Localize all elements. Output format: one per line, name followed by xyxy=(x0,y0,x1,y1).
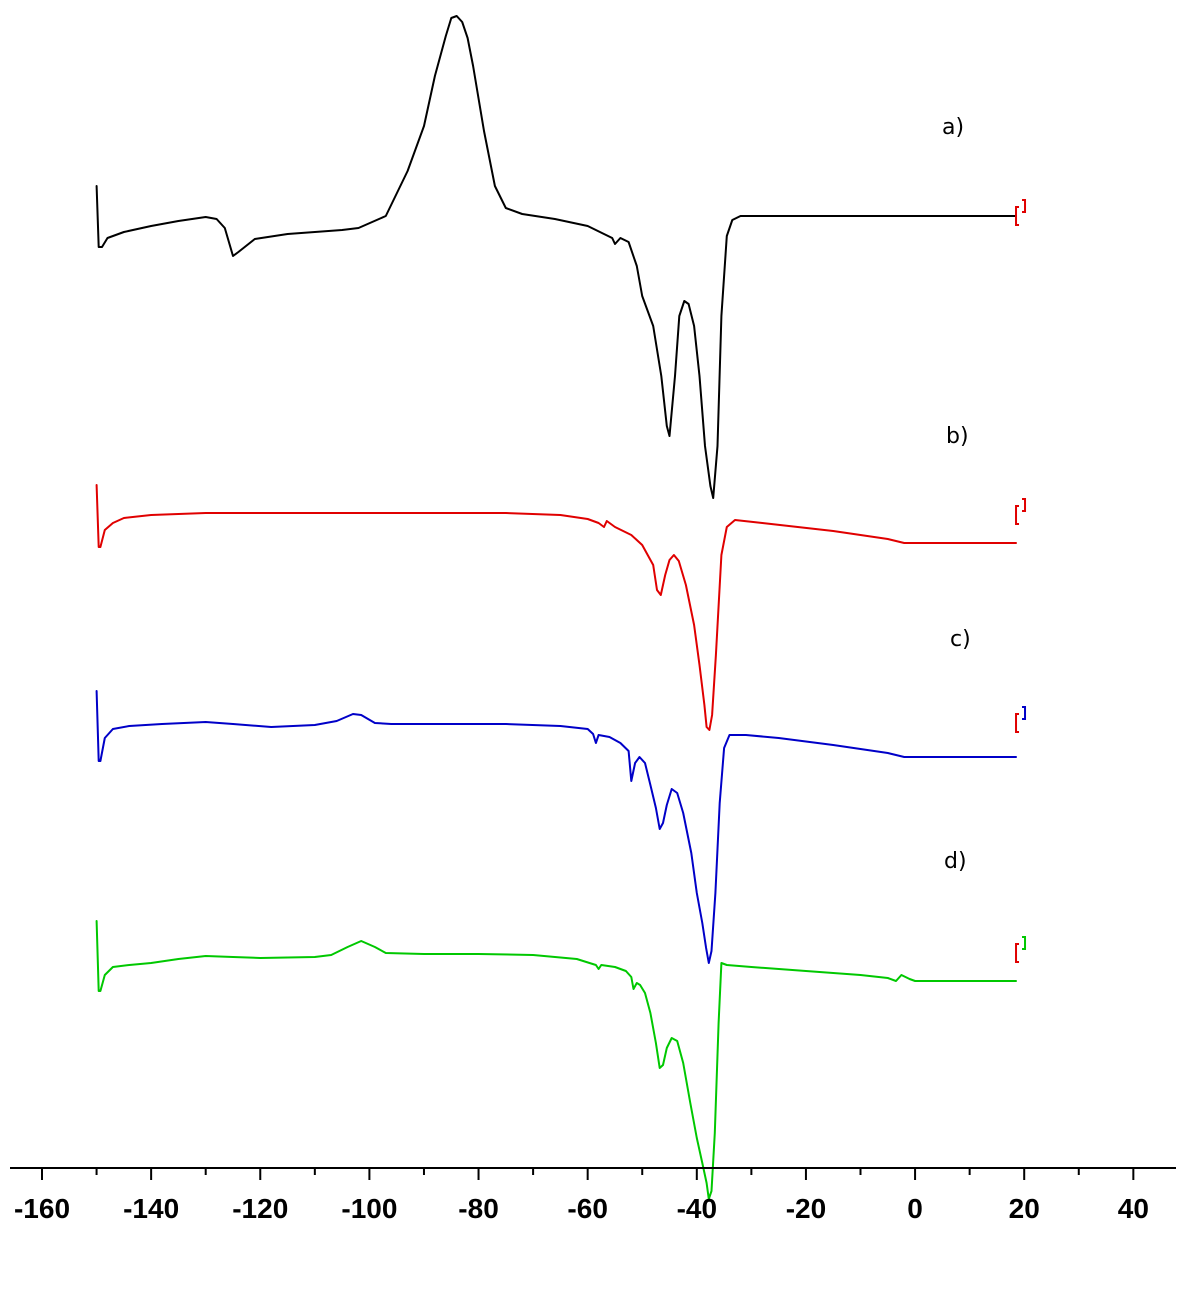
series-labels: a) b) c) d) xyxy=(942,115,971,874)
series-line-c xyxy=(95,690,1017,964)
range-marker-b xyxy=(1015,498,1027,525)
x-tick-label: -60 xyxy=(567,1193,607,1224)
series-label-a: a) xyxy=(942,115,964,140)
series-line-d xyxy=(95,920,1017,1200)
x-tick-label: 40 xyxy=(1118,1193,1149,1224)
series-traces xyxy=(95,15,1027,1200)
range-end-bracket xyxy=(1022,498,1027,512)
x-axis: -160 -140 -120 -100 -80 -60 -40 -20 0 20 40 xyxy=(10,1167,1176,1224)
range-end-bracket xyxy=(1022,706,1027,720)
range-end-bracket xyxy=(1022,199,1027,213)
x-tick-label: -20 xyxy=(786,1193,826,1224)
series-label-c: c) xyxy=(950,627,971,652)
x-tick-label: -40 xyxy=(677,1193,717,1224)
range-marker-d xyxy=(1015,936,1027,963)
series-label-d: d) xyxy=(944,849,967,874)
x-tick-label: -100 xyxy=(341,1193,397,1224)
range-start-bracket xyxy=(1015,206,1020,226)
range-start-bracket xyxy=(1015,713,1020,733)
x-tick-label: -160 xyxy=(14,1193,70,1224)
range-marker-c xyxy=(1015,706,1027,733)
series-line-a xyxy=(95,15,1017,499)
x-tick-label: -140 xyxy=(123,1193,179,1224)
x-tick-label: 20 xyxy=(1009,1193,1040,1224)
series-line-b xyxy=(95,484,1017,731)
range-start-bracket xyxy=(1015,505,1020,525)
x-tick-label: -120 xyxy=(232,1193,288,1224)
x-tick-label: -80 xyxy=(458,1193,498,1224)
range-start-bracket xyxy=(1015,943,1020,963)
series-label-b: b) xyxy=(946,424,969,449)
x-tick-label: 0 xyxy=(907,1193,923,1224)
range-marker-a xyxy=(1015,199,1027,226)
range-end-bracket xyxy=(1022,936,1027,950)
